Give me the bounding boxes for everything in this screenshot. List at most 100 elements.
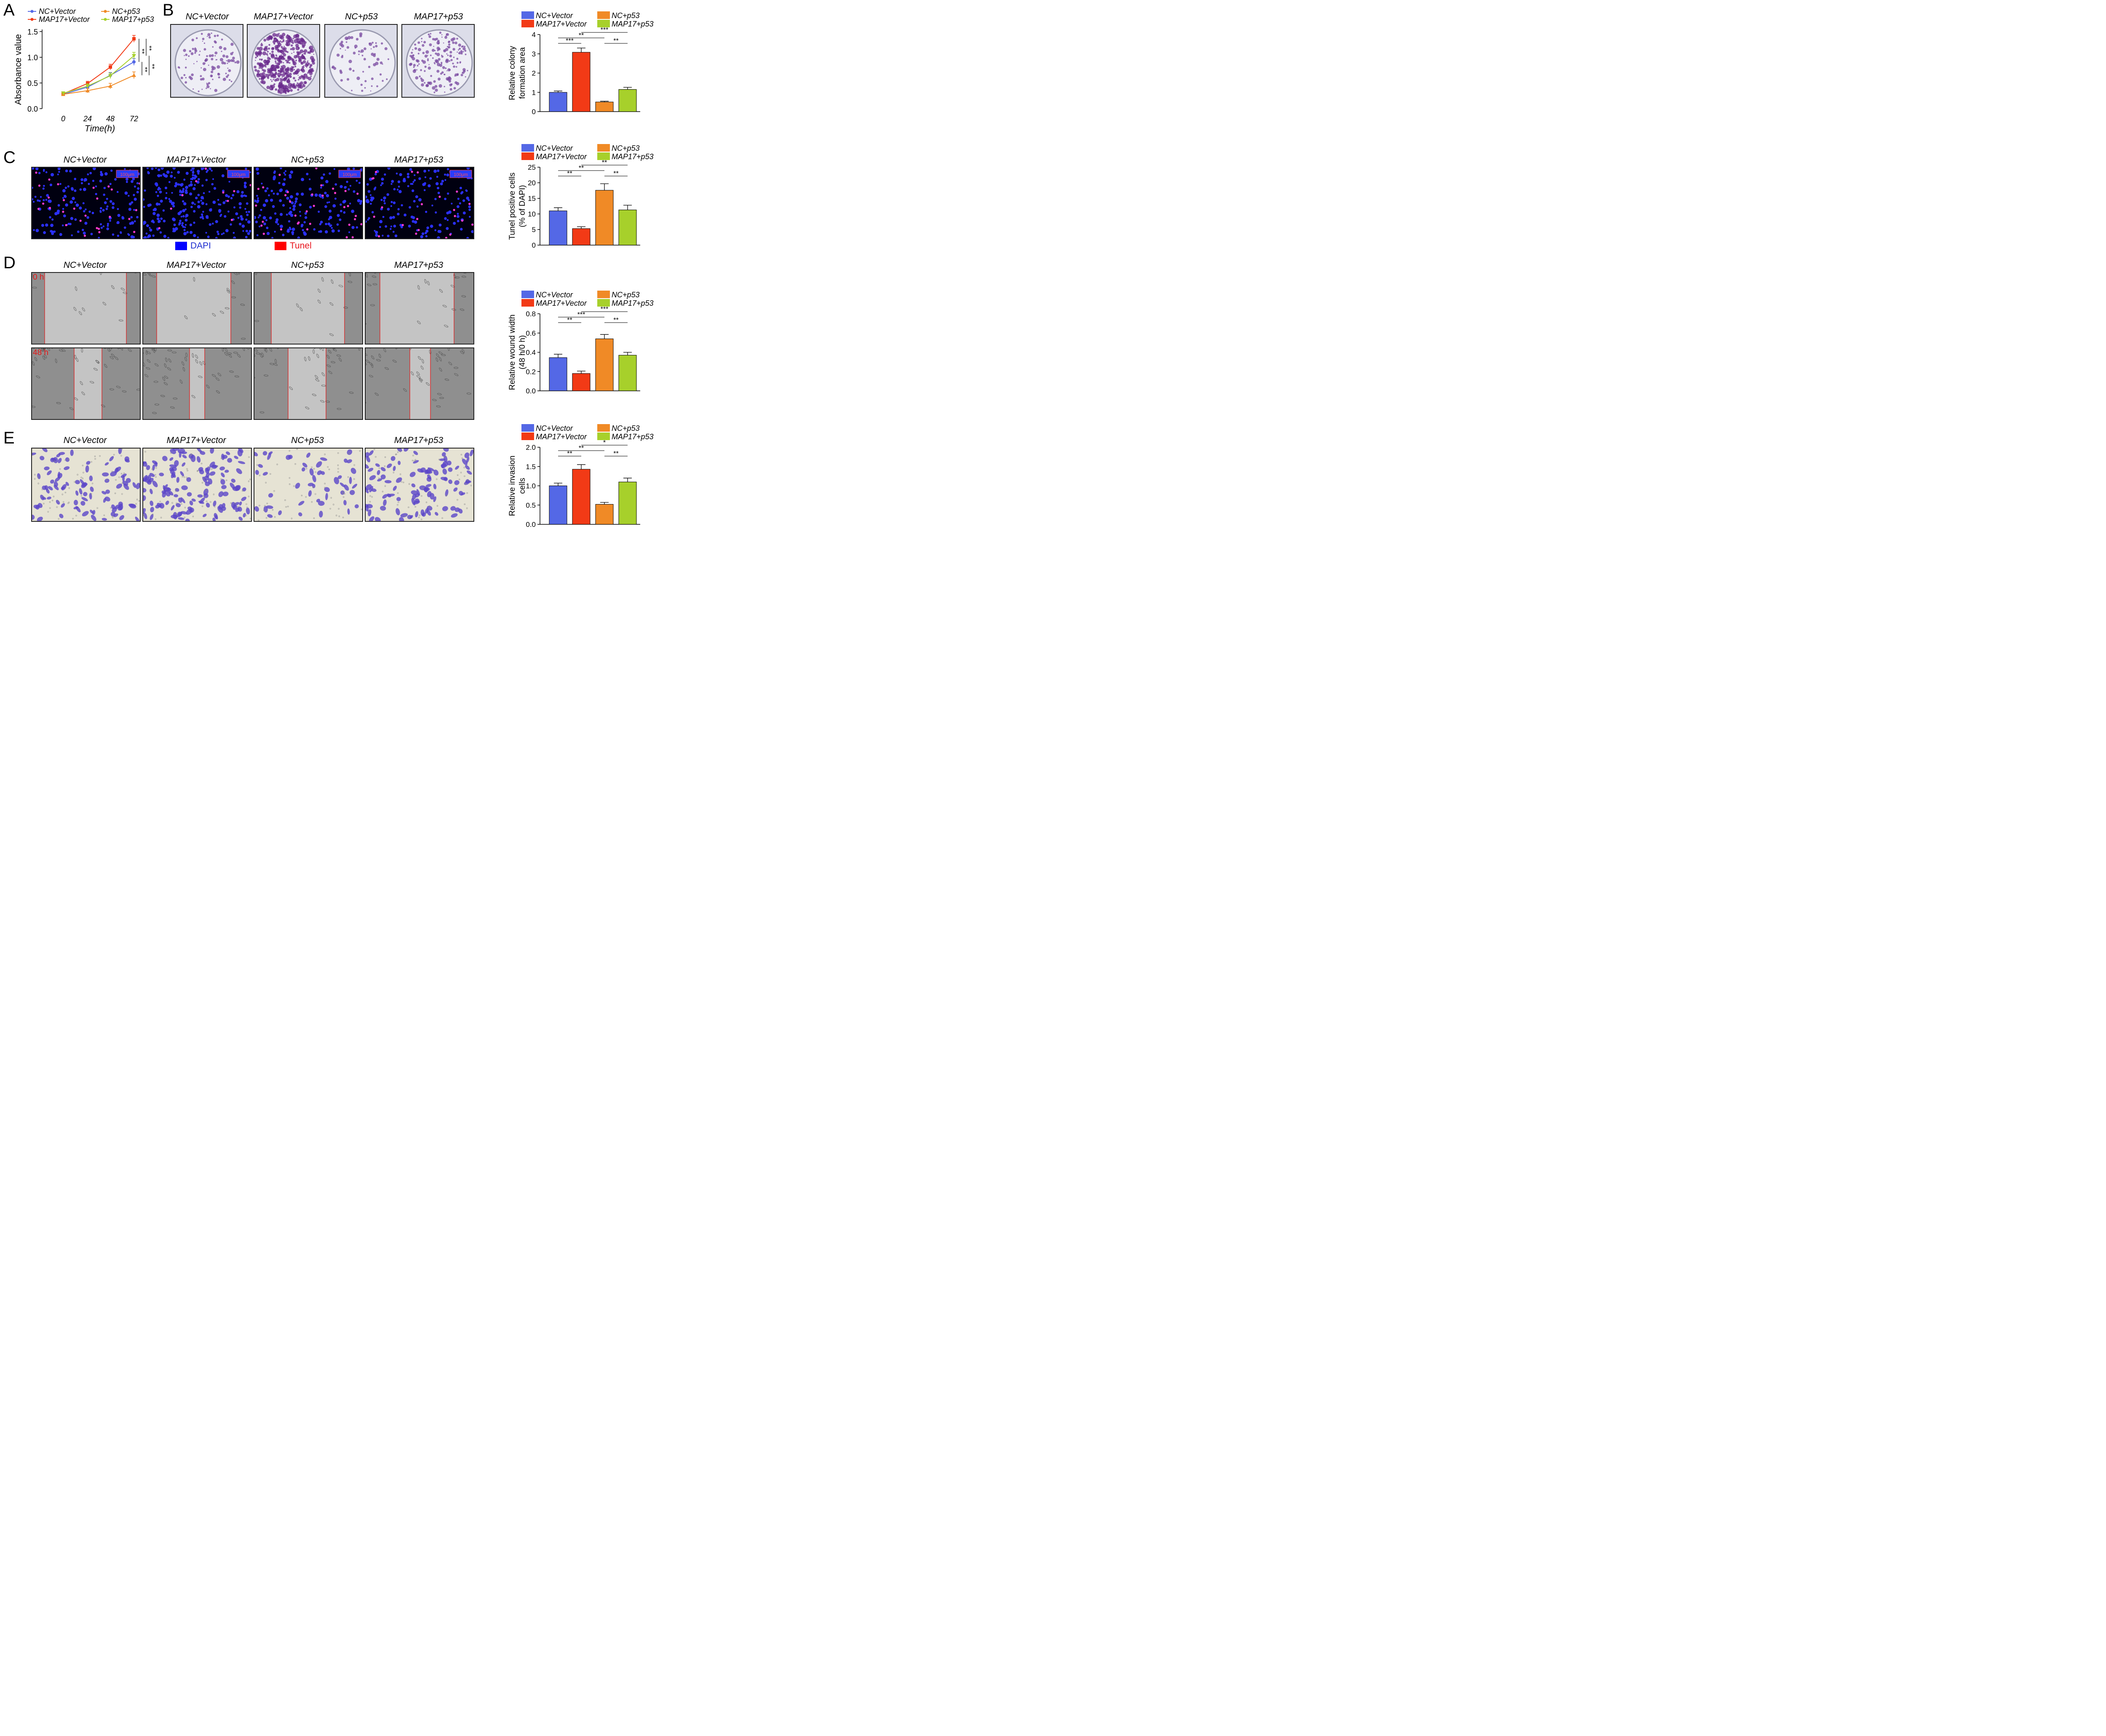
- cell-outline: [231, 296, 236, 299]
- cell-outline: [122, 390, 127, 393]
- cell-outline: [264, 348, 266, 351]
- cell-outline: [69, 407, 74, 410]
- colony-dot: [294, 80, 297, 82]
- invaded-cell: [393, 466, 396, 471]
- invaded-cell: [384, 480, 392, 483]
- colony-dot: [352, 69, 355, 72]
- colony-dot: [454, 75, 456, 77]
- dapi-nucleus: [468, 205, 471, 208]
- invaded-cell: [411, 483, 416, 488]
- chart-a-sig-label: **: [138, 49, 145, 54]
- chart-a-series-line: [63, 55, 134, 94]
- dapi-nucleus: [245, 195, 247, 198]
- colony-dot: [277, 49, 281, 53]
- dapi-nucleus: [103, 187, 106, 190]
- invaded-cell: [143, 488, 147, 493]
- dapi-nucleus: [283, 172, 286, 174]
- invaded-cell: [369, 486, 373, 492]
- cell-outline: [322, 348, 324, 351]
- dapi-nucleus: [38, 200, 41, 202]
- membrane-pore: [324, 454, 326, 455]
- dapi-nucleus: [172, 205, 175, 208]
- colony-dot: [281, 48, 283, 49]
- invaded-cell: [411, 490, 418, 495]
- membrane-pore: [284, 499, 286, 501]
- invaded-cell: [344, 484, 349, 491]
- tunel-nucleus: [294, 214, 297, 217]
- invaded-cell: [80, 501, 86, 506]
- invaded-cell: [387, 463, 392, 468]
- membrane-pore: [144, 451, 146, 453]
- membrane-pore: [83, 472, 84, 473]
- dapi-nucleus: [104, 201, 107, 204]
- colony-dot: [381, 42, 383, 45]
- tunel-nucleus: [356, 192, 359, 195]
- membrane-pore: [151, 468, 153, 470]
- invaded-cell: [200, 451, 206, 455]
- cell-outline: [419, 378, 423, 381]
- dapi-nucleus: [469, 216, 471, 218]
- membrane-pore: [123, 473, 125, 474]
- tunel-nucleus: [133, 231, 136, 233]
- bar-legend-label: MAP17+Vector: [536, 152, 587, 161]
- colony-dot: [288, 37, 292, 41]
- dapi-nucleus: [219, 215, 222, 217]
- colony-dot: [336, 53, 340, 57]
- colony-dot: [303, 65, 305, 67]
- panel-d-label-map17-vector: MAP17+Vector: [166, 260, 226, 270]
- dapi-nucleus: [279, 188, 283, 192]
- colony-dot: [453, 87, 456, 90]
- dapi-nucleus: [137, 187, 140, 190]
- invaded-cell: [150, 507, 154, 513]
- invaded-cell: [109, 456, 114, 462]
- invaded-cell: [334, 477, 339, 484]
- cell-outline: [259, 411, 265, 414]
- colony-dot: [300, 69, 302, 71]
- membrane-pore: [234, 503, 236, 505]
- bar-legend-label: NC+p53: [612, 11, 640, 20]
- membrane-pore: [49, 507, 51, 509]
- invaded-cell: [375, 463, 380, 467]
- colony-dot: [264, 50, 265, 51]
- membrane-pore: [201, 463, 203, 465]
- dapi-nucleus: [51, 173, 54, 176]
- colony-dot: [278, 69, 281, 72]
- dapi-nucleus: [466, 237, 469, 238]
- dapi-nucleus: [184, 224, 187, 226]
- cell-outline: [182, 361, 184, 366]
- invaded-cell: [426, 468, 431, 474]
- invaded-cell: [266, 505, 273, 509]
- cell-outline: [199, 361, 203, 366]
- membrane-pore: [408, 483, 410, 485]
- colony-dot: [211, 70, 214, 73]
- dapi-nucleus: [171, 192, 173, 194]
- dapi-nucleus: [325, 223, 327, 225]
- dapi-nucleus: [62, 208, 64, 210]
- membrane-pore: [301, 494, 303, 497]
- colony-dot: [283, 45, 285, 47]
- dapi-nucleus: [374, 189, 376, 191]
- colony-dot: [421, 41, 422, 43]
- membrane-pore: [160, 517, 162, 518]
- dapi-nucleus: [168, 181, 171, 183]
- colony-dot: [263, 38, 267, 42]
- colony-dot: [270, 79, 272, 80]
- tunel-nucleus: [348, 224, 350, 226]
- cell-outline: [111, 353, 115, 357]
- dapi-nucleus: [303, 221, 306, 224]
- bar-sig-label: ***: [566, 37, 574, 45]
- colony-dot: [278, 33, 280, 35]
- membrane-pore: [103, 514, 105, 516]
- membrane-pore: [466, 492, 468, 494]
- colony-dot: [348, 59, 352, 64]
- membrane-pore: [249, 478, 251, 481]
- dapi-nucleus: [58, 171, 60, 173]
- cell-outline: [366, 273, 368, 278]
- dapi-nucleus: [51, 218, 54, 221]
- tunel-nucleus: [289, 200, 291, 203]
- colony-dot: [458, 53, 460, 54]
- colony-dot: [441, 34, 443, 35]
- invaded-cell: [302, 462, 307, 467]
- cell-outline: [422, 359, 424, 363]
- chart-a-sig-label: **: [145, 45, 152, 51]
